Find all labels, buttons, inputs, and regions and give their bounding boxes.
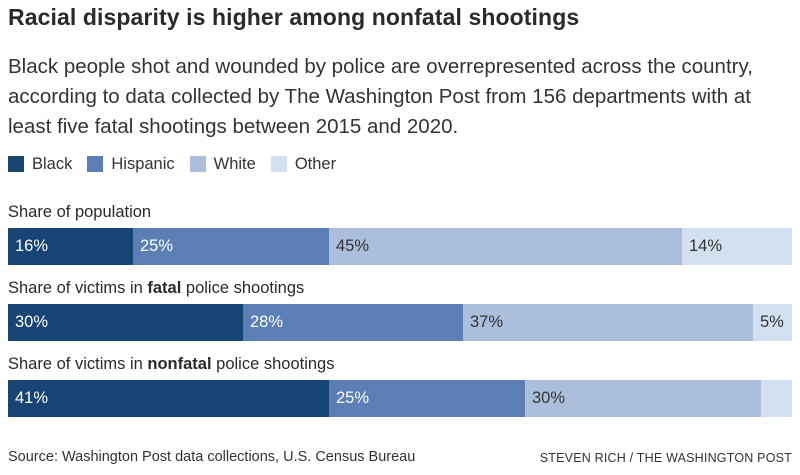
bar-segment-other: 14% [682,228,792,265]
chart-title: Racial disparity is higher among nonfata… [8,4,580,30]
data-label-black: 30% [15,313,49,331]
data-label-hispanic: 25% [140,237,174,255]
legend: Black Hispanic White Other [8,153,351,175]
row-label-emphasis: nonfatal [147,355,212,373]
row-label-text: Share of victims in [8,355,148,373]
bar-segment-black: 16% [8,228,133,265]
legend-label-black: Black [32,154,73,173]
bar-fatal: 30% 28% 37% 5% [8,304,792,341]
legend-swatch-black [8,156,24,172]
row-label-text: Share of population [8,203,152,221]
data-label-white: 30% [532,389,566,407]
row-label-text: police shootings [211,355,335,373]
source-note: Source: Washington Post data collections… [8,449,416,465]
bar-nonfatal: 41% 25% 30% [8,380,792,417]
bar-segment-hispanic: 28% [243,304,463,341]
legend-item-other: Other [270,154,337,174]
bar-segment-hispanic: 25% [329,380,525,417]
row-label-fatal: Share of victims in fatal police shootin… [8,279,304,298]
data-label-white: 37% [470,313,504,331]
legend-swatch-hispanic [87,156,104,172]
chart-subtitle: Black people shot and wounded by police … [8,55,753,138]
row-label-text: police shootings [181,279,305,297]
bar-segment-white: 30% [525,380,761,417]
data-label-black: 41% [15,389,49,407]
data-label-other: 14% [689,237,723,255]
bar-segment-black: 41% [8,380,329,417]
bar-population: 16% 25% 45% 14% [8,228,792,265]
legend-item-hispanic: Hispanic [87,154,175,174]
legend-swatch-white [189,156,206,172]
bar-segment-white: 37% [463,304,753,341]
credit-line: STEVEN RICH / THE WASHINGTON POST [539,451,792,465]
row-label-text: Share of victims in [8,279,148,297]
legend-label-other: Other [294,154,337,173]
data-label-hispanic: 25% [336,389,370,407]
legend-swatch-other [270,156,287,172]
data-label-black: 16% [15,237,49,255]
row-label-emphasis: fatal [147,279,182,297]
bar-segment-black: 30% [8,304,243,341]
row-label-population: Share of population [8,203,151,222]
data-label-other: 5% [760,313,784,331]
legend-item-black: Black [8,155,72,174]
legend-item-white: White [189,154,256,174]
legend-label-hispanic: Hispanic [111,154,175,173]
bar-segment-hispanic: 25% [133,228,329,265]
row-label-nonfatal: Share of victims in nonfatal police shoo… [8,355,334,374]
data-label-hispanic: 28% [250,313,284,331]
bar-segment-other [761,380,792,417]
bar-segment-white: 45% [329,228,682,265]
legend-label-white: White [213,154,256,173]
bar-segment-other: 5% [753,304,792,341]
data-label-white: 45% [336,237,370,255]
